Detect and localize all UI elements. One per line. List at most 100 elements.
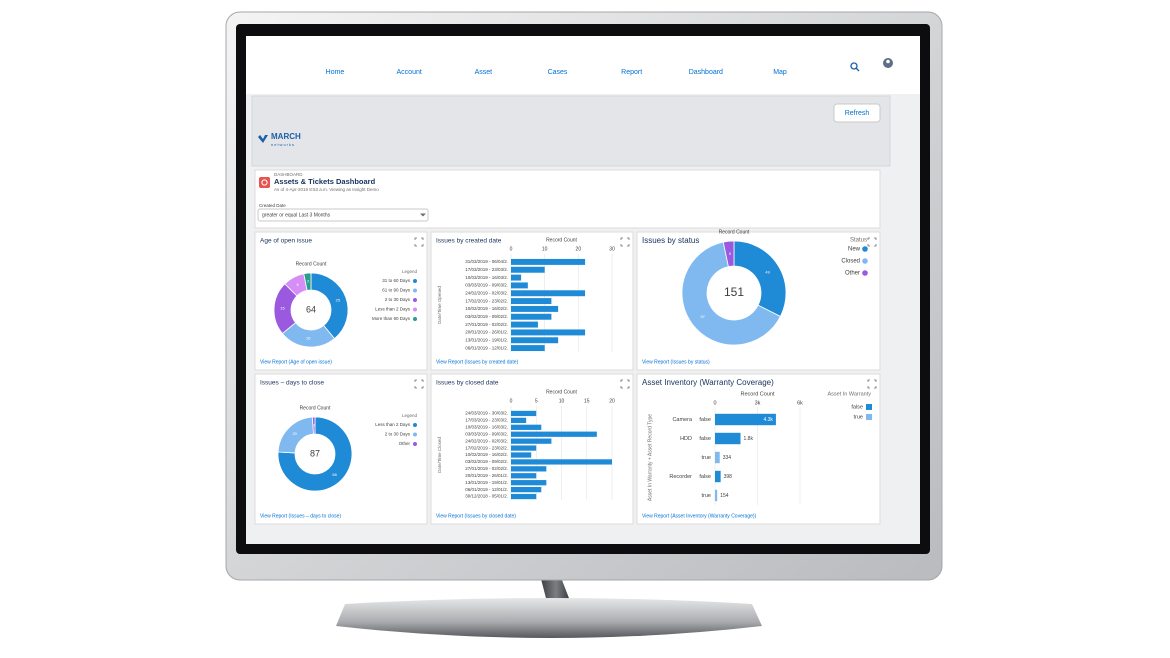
nav-item[interactable]: Dashboard	[689, 69, 723, 76]
data-label: 66	[332, 472, 337, 477]
bar	[511, 486, 542, 493]
nav-item[interactable]: Cases	[548, 69, 568, 76]
widget-title: Issues by created date	[436, 238, 502, 245]
y-tick-label: true	[702, 455, 711, 461]
x-tick-label: 30	[609, 246, 615, 252]
legend-swatch	[866, 414, 872, 420]
axis-title: Record Count	[296, 261, 327, 267]
axis-title: Record Count	[546, 237, 577, 243]
group-label: Recorder	[669, 474, 692, 480]
y-tick-label: true	[702, 493, 711, 499]
bar	[511, 480, 547, 486]
legend-swatch	[413, 317, 417, 321]
donut-segment	[277, 416, 353, 492]
data-label: 334	[723, 455, 732, 461]
legend-label: Closed	[841, 259, 860, 265]
nav-item[interactable]: Home	[326, 69, 345, 76]
expand-icon[interactable]	[867, 379, 877, 389]
expand-icon[interactable]	[414, 379, 424, 389]
expand-icon[interactable]	[620, 379, 630, 389]
donut-total: 87	[310, 448, 320, 458]
y-tick-label: 17/02/2019 - 23/02/2.	[465, 445, 508, 450]
x-tick-label: 10	[559, 398, 565, 404]
axis-title: Record Count	[546, 389, 577, 395]
data-label: 1	[313, 423, 316, 428]
group-label: Camera	[672, 417, 693, 423]
y-tick-label: 30/12/2018 - 05/01/2.	[465, 494, 508, 499]
view-report-link[interactable]: View Report (Issues by created date)	[436, 359, 519, 365]
bar	[511, 417, 527, 424]
view-report-link[interactable]: View Report (Asset Inventory (Warranty C…	[642, 513, 757, 519]
y-tick-label: false	[699, 436, 711, 442]
group-label: HDD	[680, 436, 692, 442]
data-label: 49	[765, 269, 770, 274]
legend-label: 31 to 60 Days	[382, 278, 411, 283]
x-tick-label: 3k	[755, 400, 761, 406]
legend-label: 2 to 30 Days	[385, 297, 411, 302]
y-tick-label: 06/01/2019 - 12/01/2.	[465, 487, 508, 492]
nav-item[interactable]: Account	[397, 69, 422, 76]
expand-icon[interactable]	[414, 237, 424, 247]
widget-title: Asset Inventory (Warranty Coverage)	[642, 378, 774, 387]
y-tick-label: 20/01/2019 - 26/01/2.	[465, 330, 508, 335]
dashboard-kicker: DASHBOARD	[274, 172, 303, 177]
bar	[511, 466, 547, 472]
filter-select[interactable]	[257, 208, 429, 222]
y-tick-label: 06/01/2019 - 12/01/2.	[465, 345, 508, 350]
data-label: 1.8k	[744, 436, 754, 442]
widget-title: Issues by closed date	[436, 380, 499, 387]
donut-segment	[681, 241, 781, 346]
legend-swatch	[862, 258, 868, 264]
view-report-link[interactable]: View Report (Issues – days to close)	[260, 513, 341, 519]
bar	[511, 313, 552, 320]
dashboard-subtitle: As of 4-Apr-2019 8:53 a.m. Viewing as In…	[274, 187, 379, 192]
refresh-button[interactable]	[833, 103, 881, 123]
bar	[511, 298, 552, 305]
donut-segment	[303, 272, 312, 291]
legend-label: New	[848, 247, 861, 253]
y-tick-label: 27/01/2019 - 02/02/2.	[465, 466, 508, 471]
bar	[511, 290, 586, 297]
y-tick-label: 10/03/2019 - 16/03/2.	[465, 275, 508, 280]
filter-value[interactable]: greater or equal Last 3 Months	[262, 212, 331, 218]
y-tick-label: 24/02/2019 - 02/03/2.	[465, 438, 508, 443]
legend-swatch	[413, 432, 417, 437]
user-icon-head	[886, 59, 890, 64]
view-report-link[interactable]: View Report (Age of open issue)	[260, 359, 332, 365]
y-tick-label: 13/01/2019 - 19/01/2.	[465, 337, 508, 342]
axis-title: Record Count	[719, 229, 750, 235]
legend-title: Legend	[402, 413, 418, 418]
y-axis-title: Date/Time Opened	[437, 286, 442, 324]
bar	[511, 438, 552, 444]
nav-item[interactable]: Map	[773, 69, 787, 76]
dashboard-title: Assets & Tickets Dashboard	[274, 177, 376, 186]
app-header-panel	[251, 95, 891, 167]
filter-label: Created Date	[259, 203, 286, 208]
view-report-link[interactable]: View Report (Issues by closed date)	[436, 513, 516, 519]
y-tick-label: 17/03/2019 - 23/03/2.	[465, 418, 508, 423]
bar	[511, 424, 542, 430]
donut-segment	[311, 416, 316, 435]
donut-segment	[733, 240, 787, 318]
legend-label: Other	[845, 271, 860, 277]
legend-label: More than 90 Days	[372, 316, 411, 321]
dashboard-icon	[259, 177, 270, 188]
bar	[511, 274, 522, 281]
nav-item[interactable]: Report	[621, 69, 642, 76]
data-label: 154	[720, 493, 729, 499]
legend-swatch	[413, 279, 417, 283]
legend-swatch	[866, 404, 872, 410]
bar	[511, 459, 612, 465]
data-label: 398	[724, 474, 733, 480]
search-icon[interactable]	[850, 62, 858, 70]
expand-icon[interactable]	[620, 237, 630, 247]
logo-mark	[258, 135, 268, 143]
view-report-link[interactable]: View Report (Issues by status)	[642, 359, 710, 365]
nav-item[interactable]: Asset	[475, 69, 493, 76]
data-label: 2	[307, 279, 310, 284]
refresh-label[interactable]: Refresh	[845, 110, 870, 117]
x-tick-label: 0	[713, 400, 716, 406]
expand-icon[interactable]	[867, 237, 877, 247]
x-tick-label: 20	[576, 246, 582, 252]
y-tick-label: 31/03/2019 - 06/04/2.	[465, 259, 508, 264]
